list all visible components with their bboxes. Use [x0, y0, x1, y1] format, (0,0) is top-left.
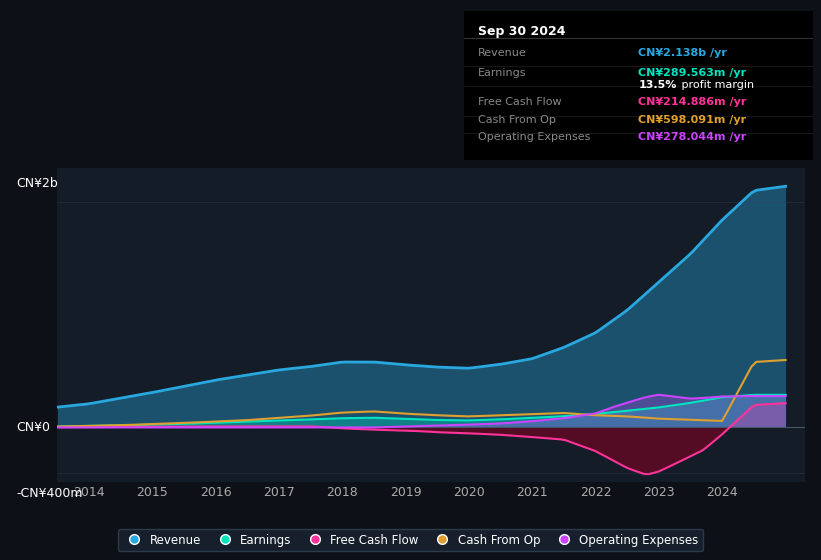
- Text: Free Cash Flow: Free Cash Flow: [478, 97, 562, 108]
- Text: CN¥2.138b /yr: CN¥2.138b /yr: [639, 48, 727, 58]
- Text: Earnings: Earnings: [478, 68, 526, 78]
- Text: CN¥2b: CN¥2b: [16, 178, 58, 190]
- Text: Cash From Op: Cash From Op: [478, 115, 556, 124]
- Text: Revenue: Revenue: [478, 48, 526, 58]
- Text: -CN¥400m: -CN¥400m: [16, 487, 83, 500]
- Text: Sep 30 2024: Sep 30 2024: [478, 25, 566, 38]
- Text: CN¥598.091m /yr: CN¥598.091m /yr: [639, 115, 746, 124]
- Text: Operating Expenses: Operating Expenses: [478, 132, 590, 142]
- Text: CN¥278.044m /yr: CN¥278.044m /yr: [639, 132, 746, 142]
- Text: profit margin: profit margin: [678, 81, 754, 90]
- Text: CN¥289.563m /yr: CN¥289.563m /yr: [639, 68, 746, 78]
- Text: CN¥214.886m /yr: CN¥214.886m /yr: [639, 97, 747, 108]
- Legend: Revenue, Earnings, Free Cash Flow, Cash From Op, Operating Expenses: Revenue, Earnings, Free Cash Flow, Cash …: [118, 529, 703, 551]
- Text: CN¥0: CN¥0: [16, 421, 50, 434]
- Text: 13.5%: 13.5%: [639, 81, 677, 90]
